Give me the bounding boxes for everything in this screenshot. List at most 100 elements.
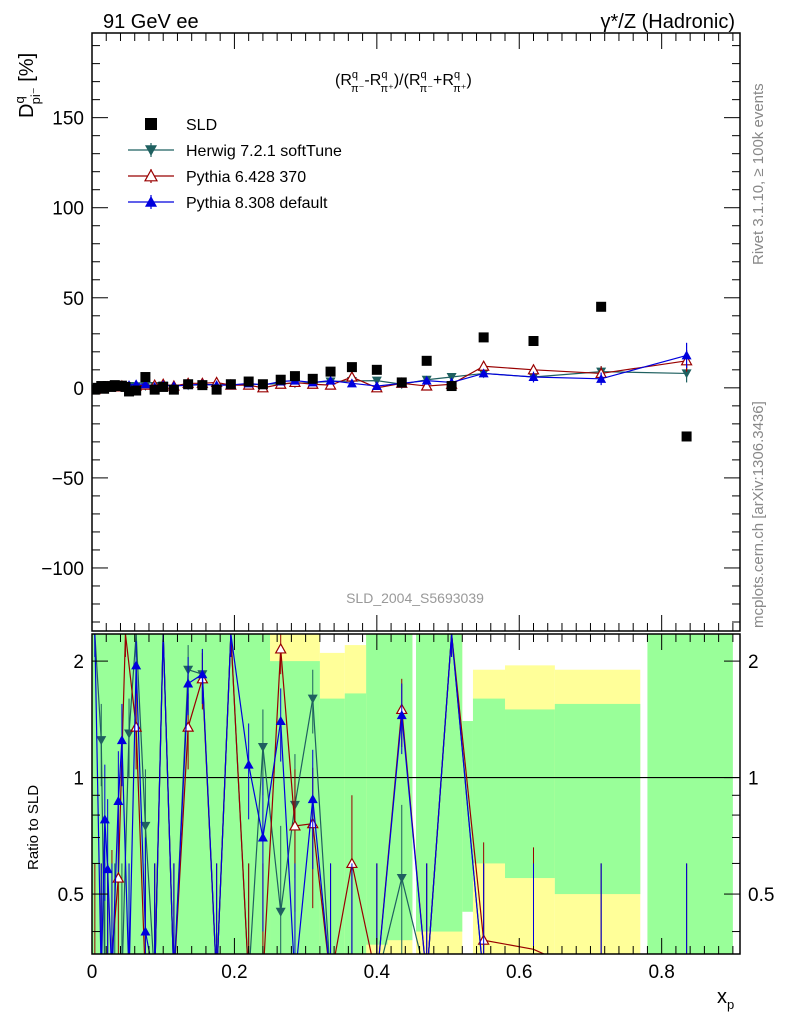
pythia8-ratio-point <box>307 794 318 804</box>
sld-point <box>158 381 169 392</box>
formula: (Rq π⁻-Rq π⁺)/(Rq π⁻+Rq π⁺) <box>335 69 472 95</box>
pythia8-ratio-point <box>197 669 208 679</box>
sld-point <box>183 379 194 390</box>
legend: SLD Herwig 7.2.1 softTune Pythia 6.428 370… <box>128 117 342 212</box>
legend-label-herwig: Herwig 7.2.1 softTune <box>186 143 342 160</box>
pythia8-ratio-point <box>243 759 254 769</box>
ratio-y-tick-label: 2 <box>73 652 84 673</box>
pythia8-ratio-point <box>102 864 113 874</box>
pythia8-ratio-point <box>396 710 407 720</box>
band-inner <box>416 634 463 932</box>
main-frame <box>91 32 741 632</box>
y-tick-label: 50 <box>63 289 84 310</box>
pythia8-ratio-point <box>113 795 124 805</box>
legend-marker-pythia6 <box>143 168 159 182</box>
ratio-y-tick-label-right: 1 <box>748 769 759 790</box>
legend-label-pythia6: Pythia 6.428 370 <box>186 169 306 186</box>
pythia8-point <box>681 350 692 360</box>
sld-point <box>346 362 357 373</box>
pythia8-ratio-point <box>140 926 151 936</box>
pythia8-point <box>346 378 357 388</box>
sld-point <box>211 384 222 395</box>
x-tick-label: 0.4 <box>364 962 391 983</box>
pythia8-point <box>325 375 336 385</box>
legend-marker-herwig <box>145 145 157 156</box>
ratio-bands <box>92 634 740 954</box>
x-tick-label: 0.6 <box>506 962 532 983</box>
y-tick-label: 0 <box>73 379 84 400</box>
sld-point <box>596 301 607 312</box>
y-tick-label: −100 <box>41 559 84 580</box>
sld-point <box>168 384 179 395</box>
sld-point <box>446 381 457 392</box>
x-tick-label: 0.8 <box>648 962 674 983</box>
pythia6-point <box>420 379 433 391</box>
main-series-layer <box>92 301 693 442</box>
pythia8-point <box>421 375 432 385</box>
svg-text:Dqpi⁻ [%]: Dqpi⁻ [%] <box>12 53 43 118</box>
mcplots-note: mcplots.cern.ch [arXiv:1306.3436] <box>750 401 767 628</box>
sld-point <box>396 377 407 388</box>
sld-point <box>478 332 489 343</box>
sld-point <box>149 384 160 395</box>
ratio-y-tick-label: 0.5 <box>58 885 84 906</box>
main-axes: −100 −50 0 50 100 150 <box>41 33 740 631</box>
sld-point <box>131 385 142 396</box>
sld-point <box>243 376 254 387</box>
x-tick-label: 0 <box>87 962 98 983</box>
sld-point <box>140 372 151 383</box>
ratio-frame <box>91 633 741 955</box>
ratio-y-tick-label: 1 <box>73 769 84 790</box>
herwig-point <box>681 369 692 379</box>
band-inner <box>462 721 473 912</box>
band-inner <box>366 634 388 945</box>
y-tick-label: 100 <box>52 199 84 220</box>
ratio-y-label: Ratio to SLD <box>25 785 42 870</box>
watermark: SLD_2004_S5693039 <box>346 590 484 606</box>
herwig-ratio-point <box>307 694 318 704</box>
y-tick-label: 150 <box>52 109 84 130</box>
x-axis-label: xp <box>717 986 734 1012</box>
pythia6-point <box>324 378 337 390</box>
x-tick-label: 0.2 <box>221 962 247 983</box>
band-inner <box>647 634 733 954</box>
pythia6-ratio-point <box>288 819 301 831</box>
herwig-ratio-point <box>140 821 151 831</box>
sld-point <box>371 364 382 375</box>
sld-point <box>528 336 539 347</box>
legend-label-pythia8: Pythia 8.308 default <box>186 195 328 212</box>
pythia6-ratio-point <box>274 642 287 654</box>
band-inner <box>472 698 506 864</box>
pythia8-ratio-point <box>131 660 142 670</box>
sld-point <box>325 366 336 377</box>
sld-point <box>275 374 286 385</box>
ratio-axes: 0.5 0.5 1 1 2 2 0 0.2 0.4 0.6 0.8 <box>58 634 774 983</box>
band-inner <box>344 693 367 954</box>
rivet-note: Rivet 3.1.10, ≥ 100k events <box>750 83 767 265</box>
herwig-ratio-point <box>257 742 268 752</box>
pythia8-ratio-point <box>257 832 268 842</box>
pythia8-ratio-point <box>275 716 286 726</box>
pythia8-ratio-point <box>116 735 127 745</box>
pythia8-point <box>371 381 382 391</box>
pythia8-point <box>478 368 489 378</box>
ratio-y-tick-label-right: 0.5 <box>748 885 774 906</box>
y-tick-label: −50 <box>52 469 84 490</box>
band-inner <box>505 709 555 879</box>
herwig-ratio-point <box>275 907 286 917</box>
sld-point <box>307 373 318 384</box>
sld-point <box>225 379 236 390</box>
pythia8-point <box>596 373 607 383</box>
header-left: 91 GeV ee <box>103 11 199 33</box>
pythia8-point <box>528 372 539 382</box>
pythia8-ratio-line <box>94 634 482 954</box>
sld-point <box>257 379 268 390</box>
ratio-series-layer <box>94 634 688 954</box>
herwig-ratio-point <box>96 736 107 746</box>
sld-point <box>289 371 300 382</box>
sld-point <box>197 380 208 391</box>
band-inner <box>554 703 641 895</box>
pythia8-ratio-point <box>183 678 194 688</box>
legend-marker-sld <box>145 118 157 130</box>
